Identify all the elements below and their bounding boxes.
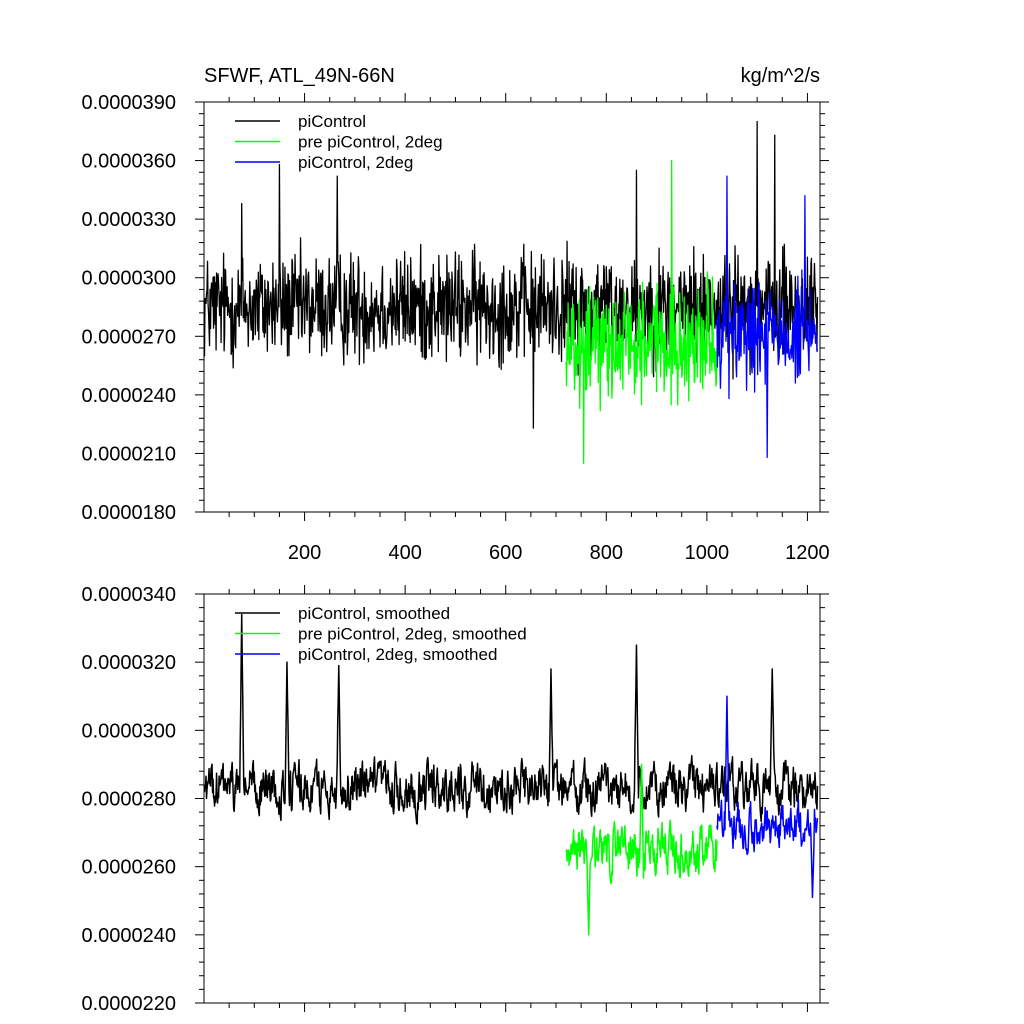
top-legend-label: piControl, 2deg — [298, 153, 413, 172]
top-chart-title: SFWF, ATL_49N-66N — [204, 65, 395, 87]
bottom-y-tick-label: 0.0000240 — [81, 925, 176, 947]
top-legend-label: piControl — [298, 112, 366, 131]
top-plot-frame — [203, 101, 821, 513]
top-y-tick-label: 0.0000270 — [81, 326, 176, 348]
top-panel: SFWF, ATL_49N-66N kg/m^2/s 200 400 600 800 1… — [81, 65, 829, 564]
top-y-tick-label: 0.0000180 — [81, 502, 176, 524]
bottom-legend: piControl, smoothed pre piControl, 2deg, … — [235, 604, 527, 664]
top-series-layer — [203, 120, 819, 464]
bottom-legend-label: piControl, smoothed — [298, 604, 450, 623]
top-x-tick-label: 800 — [590, 542, 623, 564]
top-x-tick-label: 1200 — [785, 542, 830, 564]
top-legend-label: pre piControl, 2deg — [298, 133, 443, 152]
top-y-tick-label: 0.0000330 — [81, 209, 176, 231]
top-x-tick-label: 200 — [288, 542, 321, 564]
top-series-2 — [716, 175, 819, 458]
top-axis-layer: 200 400 600 800 1000 1200 0.0000180 0.0000210 0.… — [81, 92, 829, 564]
bottom-y-tick-label: 0.0000300 — [81, 720, 176, 742]
bottom-panel: 0.0000220 0.0000240 0.0000260 0.0000280 0.00… — [81, 584, 829, 1015]
bottom-series-1 — [565, 763, 718, 936]
bottom-series-2 — [716, 695, 819, 899]
top-y-tick-label: 0.0000240 — [81, 385, 176, 407]
top-x-tick-label: 600 — [489, 542, 522, 564]
bottom-series-layer — [203, 613, 819, 936]
top-series-1 — [565, 159, 718, 464]
top-y-tick-label: 0.0000300 — [81, 268, 176, 290]
top-y-tick-label: 0.0000360 — [81, 151, 176, 173]
bottom-y-tick-label: 0.0000220 — [81, 993, 176, 1015]
bottom-y-tick-label: 0.0000280 — [81, 789, 176, 811]
top-x-tick-label: 1000 — [685, 542, 730, 564]
bottom-legend-label: pre piControl, 2deg, smoothed — [298, 625, 527, 644]
top-series-0 — [203, 120, 819, 429]
bottom-series-0 — [203, 613, 819, 825]
top-x-tick-label: 400 — [388, 542, 421, 564]
top-chart-units: kg/m^2/s — [741, 65, 820, 87]
bottom-y-tick-label: 0.0000320 — [81, 652, 176, 674]
bottom-axis-layer: 0.0000220 0.0000240 0.0000260 0.0000280 0.00… — [81, 584, 829, 1015]
top-y-tick-label: 0.0000390 — [81, 92, 176, 114]
top-y-tick-label: 0.0000210 — [81, 443, 176, 465]
bottom-legend-label: piControl, 2deg, smoothed — [298, 645, 497, 664]
bottom-y-tick-label: 0.0000340 — [81, 584, 176, 606]
bottom-y-tick-label: 0.0000260 — [81, 857, 176, 879]
